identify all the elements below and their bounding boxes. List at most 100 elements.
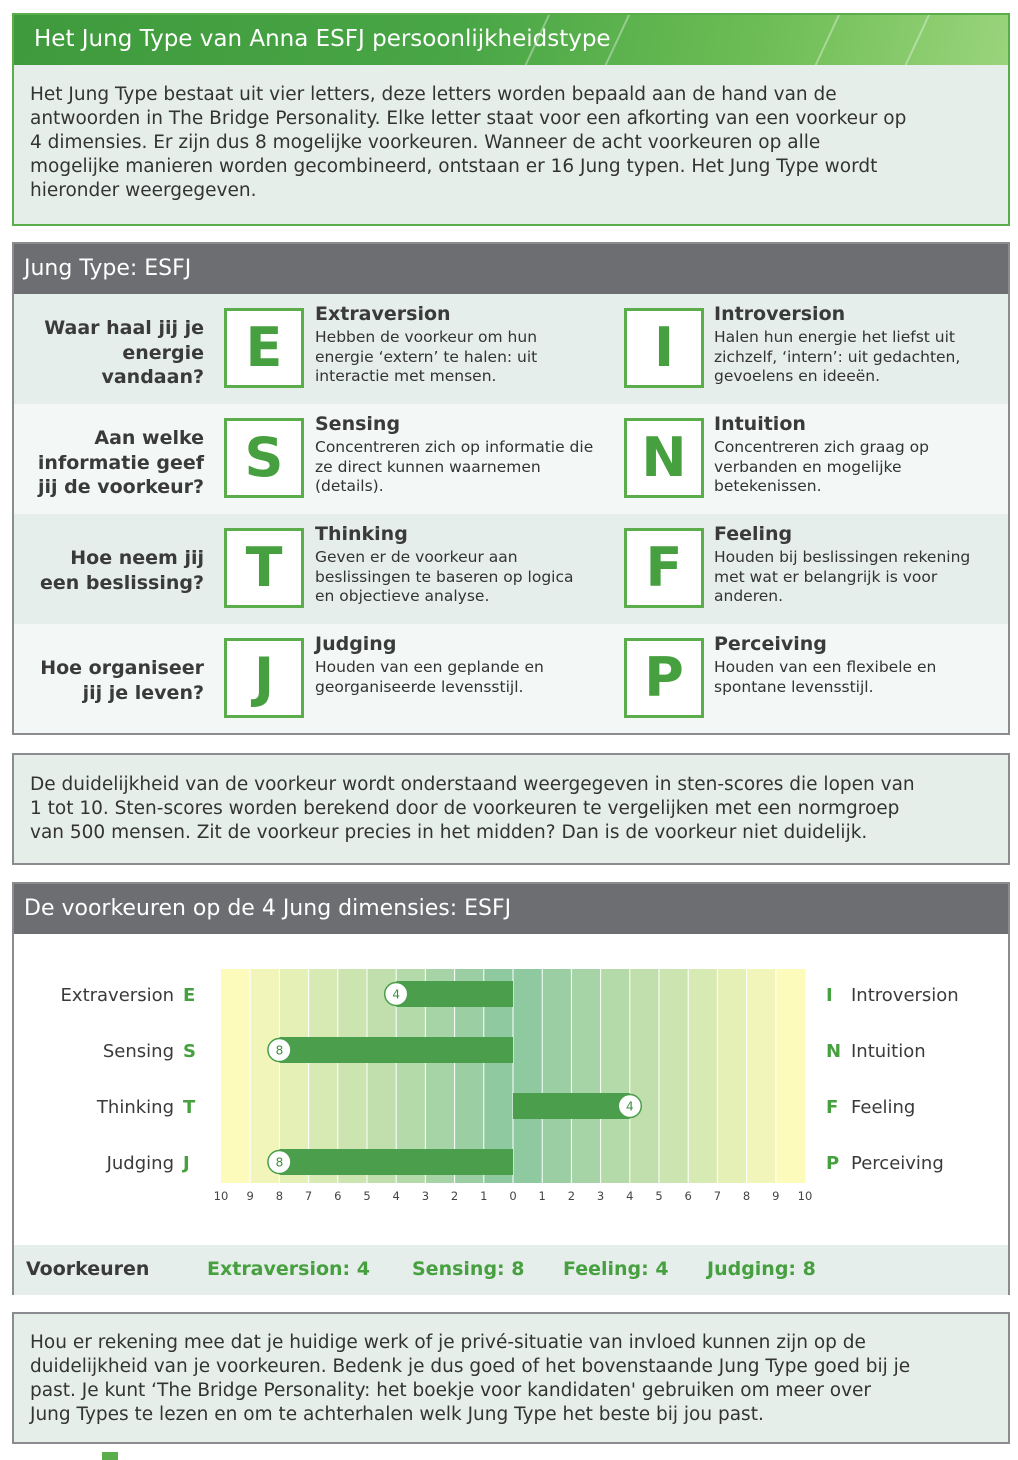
- tick-label: 10: [214, 1189, 229, 1203]
- dimension-name: Judging: [315, 633, 397, 655]
- left-dimension-label: Sensing: [103, 1041, 174, 1062]
- left-dimension-label: Extraversion: [61, 985, 174, 1006]
- left-dimension-letter: T: [183, 1097, 196, 1118]
- letter-box-t: T: [224, 528, 304, 608]
- chart-band: [629, 969, 660, 1183]
- page-continuation-mark: [102, 1452, 118, 1460]
- intro-line: Het Jung Type bestaat uit vier letters, …: [30, 84, 837, 105]
- right-dimension-letter: F: [826, 1097, 838, 1118]
- tick-label: 9: [247, 1189, 254, 1203]
- tick-label: 8: [743, 1189, 750, 1203]
- tick-label: 10: [798, 1189, 813, 1203]
- tick-label: 5: [363, 1189, 370, 1203]
- dimension-row-decision: Hoe neem jij een beslissing? T Thinking …: [14, 514, 1008, 624]
- chart-band: [308, 969, 339, 1183]
- dimension-description: Houden bij beslissingen rekening met wat…: [714, 548, 971, 605]
- score-marker: [383, 981, 409, 1007]
- dimension-question: Waar haal jij je energie vandaan?: [44, 317, 204, 388]
- intro-card: Het Jung Type van Anna ESFJ persoonlijkh…: [12, 13, 1010, 226]
- score-marker: [617, 1093, 643, 1119]
- dimension-name: Perceiving: [714, 633, 827, 655]
- chart-band: [250, 969, 280, 1183]
- tick-label: 4: [626, 1189, 633, 1203]
- tick-label: 2: [568, 1189, 575, 1203]
- tick-label: 6: [685, 1189, 692, 1203]
- intro-line: antwoorden in The Bridge Personality. El…: [30, 108, 907, 129]
- right-dimension-label: Perceiving: [851, 1153, 944, 1174]
- closing-note-card: Hou er rekening mee dat je huidige werk …: [12, 1312, 1010, 1444]
- right-dimension-label: Feeling: [851, 1097, 915, 1118]
- dimension-name: Intuition: [714, 413, 806, 435]
- tick-label: 7: [714, 1189, 721, 1203]
- left-dimension-label: Judging: [106, 1153, 174, 1174]
- jung-type-title: Jung Type: ESFJ: [24, 256, 192, 281]
- tick-label: 1: [480, 1189, 487, 1203]
- dimension-name: Thinking: [315, 523, 408, 545]
- score-label: 8: [276, 1044, 284, 1058]
- jung-type-header: Jung Type: ESFJ: [14, 244, 1008, 294]
- tick-label: 7: [305, 1189, 312, 1203]
- dimension-question: Aan welke informatie geef jij de voorkeu…: [37, 427, 204, 498]
- intro-title: Het Jung Type van Anna ESFJ persoonlijkh…: [34, 26, 611, 52]
- score-bar: [279, 1149, 513, 1175]
- intro-text: Het Jung Type bestaat uit vier letters, …: [30, 83, 995, 203]
- chart-band: [279, 969, 310, 1183]
- dimension-description: Hebben de voorkeur om hun energie ‘exter…: [315, 328, 538, 385]
- dimension-name: Introversion: [714, 303, 846, 325]
- right-dimension-letter: P: [826, 1153, 839, 1174]
- tick-label: 6: [334, 1189, 341, 1203]
- sten-text: De duidelijkheid van de voorkeur wordt o…: [30, 774, 915, 843]
- right-dimension-letter: I: [826, 985, 833, 1006]
- dimension-description: Geven er de voorkeur aan beslissingen te…: [315, 548, 574, 605]
- preferences-label: Voorkeuren: [26, 1258, 150, 1280]
- dimension-name: Extraversion: [315, 303, 451, 325]
- chart-band: [513, 969, 543, 1183]
- score-label: 8: [276, 1156, 284, 1170]
- letter-box-j: J: [224, 638, 304, 718]
- score-bar: [513, 1093, 630, 1119]
- dimension-description: Houden van een geplande en georganiseerd…: [315, 658, 544, 696]
- left-dimension-label: Thinking: [96, 1097, 174, 1118]
- left-dimension-letter: E: [183, 985, 195, 1006]
- chart-band: [659, 969, 689, 1183]
- preference-value: Judging: 8: [707, 1258, 816, 1280]
- dimension-name: Sensing: [315, 413, 401, 435]
- letter-box-f: F: [624, 528, 704, 608]
- intro-header: Het Jung Type van Anna ESFJ persoonlijkh…: [14, 15, 1008, 65]
- chart-band: [688, 969, 718, 1183]
- preferences-chart-card: De voorkeuren op de 4 Jung dimensies: ES…: [12, 882, 1010, 1295]
- tick-label: 3: [422, 1189, 429, 1203]
- score-label: 4: [626, 1100, 634, 1114]
- dimension-description: Houden van een flexibele en spontane lev…: [714, 658, 937, 696]
- chart-title: De voorkeuren op de 4 Jung dimensies: ES…: [24, 896, 512, 921]
- preference-value: Feeling: 4: [563, 1258, 669, 1280]
- chart-band: [571, 969, 602, 1183]
- score-bar: [396, 981, 513, 1007]
- left-dimension-letter: J: [181, 1153, 190, 1174]
- letter-box-i: I: [624, 308, 704, 388]
- chart-band: [746, 969, 777, 1183]
- dimension-name: Feeling: [714, 523, 793, 545]
- dimension-question: Hoe organiseer jij je leven?: [40, 657, 204, 704]
- chart-band: [542, 969, 572, 1183]
- score-label: 4: [392, 988, 400, 1002]
- intro-line: hieronder weergegeven.: [30, 180, 257, 201]
- tick-label: 4: [393, 1189, 400, 1203]
- chart-band: [221, 969, 251, 1183]
- preferences-summary: Voorkeuren Extraversion: 4 Sensing: 8 Fe…: [14, 1245, 1008, 1295]
- closing-text: Hou er rekening mee dat je huidige werk …: [30, 1332, 911, 1425]
- right-dimension-label: Intuition: [851, 1041, 926, 1062]
- sten-explanation-card: De duidelijkheid van de voorkeur wordt o…: [12, 753, 1010, 865]
- tick-label: 2: [451, 1189, 458, 1203]
- letter-box-n: N: [624, 418, 704, 498]
- dimension-description: Halen hun energie het liefst uit zichzel…: [714, 328, 961, 385]
- score-marker: [267, 1149, 292, 1175]
- dimension-row-organisation: Hoe organiseer jij je leven? J Judging H…: [14, 624, 1008, 734]
- preference-value: Extraversion: 4: [207, 1258, 370, 1280]
- intro-line: 4 dimensies. Er zijn dus 8 mogelijke voo…: [30, 132, 821, 153]
- tick-label: 0: [509, 1189, 516, 1203]
- letter-box-s: S: [224, 418, 304, 498]
- letter-box-e: E: [224, 308, 304, 388]
- tick-label: 9: [772, 1189, 779, 1203]
